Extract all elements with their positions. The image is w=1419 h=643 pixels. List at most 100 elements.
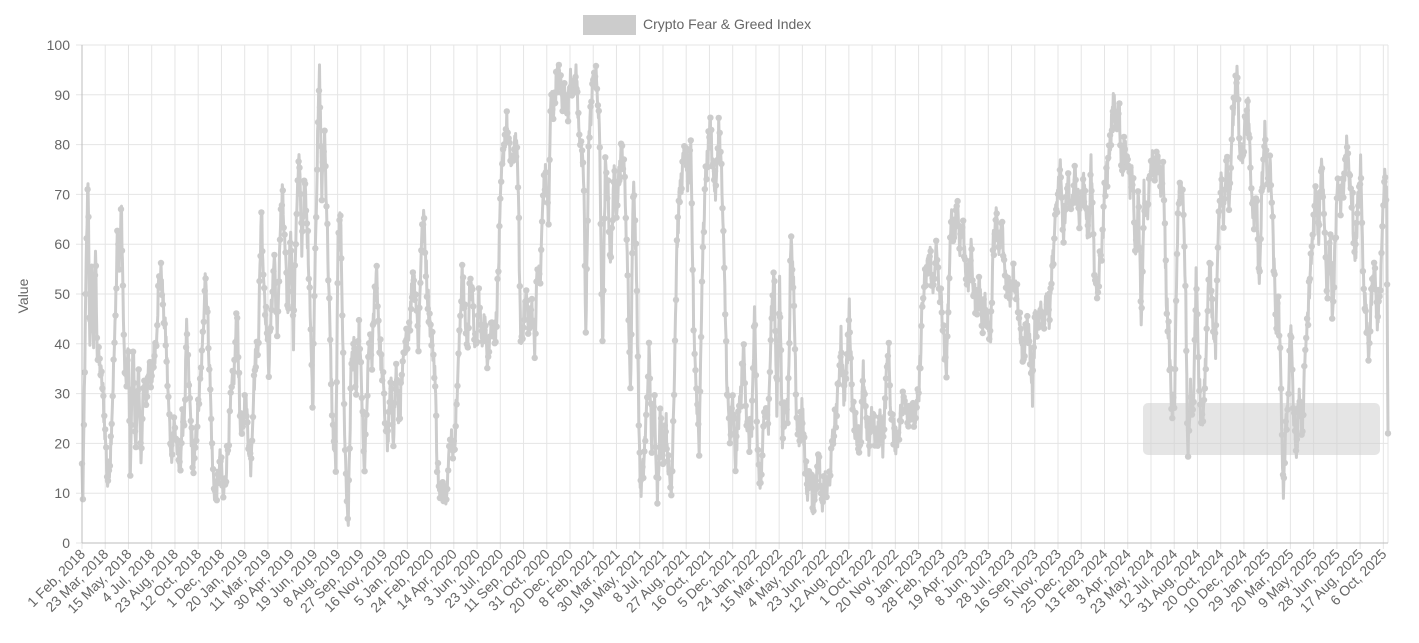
data-point[interactable] <box>1354 210 1361 217</box>
data-point[interactable] <box>1084 222 1092 229</box>
data-point[interactable] <box>1266 152 1274 159</box>
data-point[interactable] <box>433 468 441 475</box>
data-point[interactable] <box>1145 200 1152 208</box>
data-point[interactable] <box>109 392 116 400</box>
data-point[interactable] <box>732 467 739 475</box>
data-point[interactable] <box>362 431 369 438</box>
data-point[interactable] <box>993 210 1000 217</box>
data-point[interactable] <box>690 327 697 334</box>
data-point[interactable] <box>785 374 792 382</box>
data-point[interactable] <box>1358 219 1366 226</box>
data-point[interactable] <box>1250 226 1258 233</box>
data-point[interactable] <box>1158 165 1165 173</box>
data-point[interactable] <box>476 304 483 311</box>
data-point[interactable] <box>494 275 501 283</box>
data-point[interactable] <box>257 252 264 260</box>
data-point[interactable] <box>176 458 183 465</box>
data-point[interactable] <box>934 264 942 271</box>
data-point[interactable] <box>740 341 747 348</box>
data-point[interactable] <box>299 228 306 235</box>
data-point[interactable] <box>142 401 150 408</box>
data-point[interactable] <box>1339 175 1346 182</box>
data-point[interactable] <box>108 420 115 428</box>
data-point[interactable] <box>289 312 297 319</box>
data-point[interactable] <box>944 333 951 340</box>
data-point[interactable] <box>1267 182 1275 189</box>
data-point[interactable] <box>354 337 362 345</box>
data-point[interactable] <box>278 202 286 209</box>
data-point[interactable] <box>1194 311 1201 318</box>
data-point[interactable] <box>91 272 99 279</box>
data-point[interactable] <box>90 304 98 311</box>
data-point[interactable] <box>1015 315 1023 322</box>
data-point[interactable] <box>657 405 664 412</box>
data-point[interactable] <box>1033 333 1040 340</box>
data-point[interactable] <box>667 484 674 491</box>
data-point[interactable] <box>1208 287 1215 294</box>
data-point[interactable] <box>443 496 450 503</box>
data-point[interactable] <box>128 421 135 429</box>
data-point[interactable] <box>328 412 336 419</box>
data-point[interactable] <box>710 176 718 184</box>
data-point[interactable] <box>154 322 161 329</box>
data-point[interactable] <box>450 437 457 445</box>
data-point[interactable] <box>531 354 538 362</box>
data-point[interactable] <box>557 72 564 79</box>
data-point[interactable] <box>147 384 154 391</box>
data-point[interactable] <box>913 404 920 411</box>
data-point[interactable] <box>1010 260 1017 267</box>
data-point[interactable] <box>290 307 298 314</box>
data-point[interactable] <box>129 348 137 355</box>
data-point[interactable] <box>754 446 761 453</box>
data-point[interactable] <box>331 438 338 445</box>
data-point[interactable] <box>1355 202 1362 209</box>
data-point[interactable] <box>1024 312 1031 320</box>
data-point[interactable] <box>1161 220 1169 227</box>
data-point[interactable] <box>923 263 931 271</box>
data-point[interactable] <box>1221 195 1228 202</box>
data-point[interactable] <box>1341 170 1348 177</box>
data-point[interactable] <box>1189 406 1197 413</box>
data-point[interactable] <box>323 203 330 210</box>
data-point[interactable] <box>1288 334 1295 341</box>
data-point[interactable] <box>297 190 304 198</box>
data-point[interactable] <box>546 156 553 163</box>
data-point[interactable] <box>862 402 869 410</box>
data-point[interactable] <box>1141 207 1148 215</box>
data-point[interactable] <box>602 154 609 161</box>
data-point[interactable] <box>626 348 633 356</box>
data-point[interactable] <box>591 73 599 80</box>
data-point[interactable] <box>931 275 938 282</box>
data-point[interactable] <box>909 399 917 407</box>
data-point[interactable] <box>445 467 452 474</box>
data-point[interactable] <box>790 302 798 310</box>
data-point[interactable] <box>586 134 593 141</box>
data-point[interactable] <box>894 429 902 436</box>
data-point[interactable] <box>1316 221 1323 229</box>
data-point[interactable] <box>812 477 819 484</box>
data-point[interactable] <box>188 424 195 431</box>
data-point[interactable] <box>1375 298 1382 305</box>
data-point[interactable] <box>315 87 323 94</box>
data-point[interactable] <box>262 303 270 311</box>
data-point[interactable] <box>485 348 493 356</box>
data-point[interactable] <box>1256 268 1263 275</box>
data-point[interactable] <box>333 378 340 386</box>
data-point[interactable] <box>665 452 672 459</box>
data-point[interactable] <box>668 492 675 499</box>
data-point[interactable] <box>492 338 499 346</box>
data-point[interactable] <box>1369 275 1376 283</box>
data-point[interactable] <box>582 329 589 336</box>
data-point[interactable] <box>763 411 771 419</box>
data-point[interactable] <box>375 317 382 324</box>
data-point[interactable] <box>601 215 608 222</box>
data-point[interactable] <box>597 220 604 228</box>
data-point[interactable] <box>799 420 806 427</box>
data-point[interactable] <box>634 353 642 360</box>
data-point[interactable] <box>644 394 651 401</box>
data-point[interactable] <box>181 422 188 429</box>
data-point[interactable] <box>110 356 117 363</box>
data-point[interactable] <box>1247 164 1254 171</box>
data-point[interactable] <box>1229 104 1237 111</box>
data-point[interactable] <box>227 389 234 396</box>
